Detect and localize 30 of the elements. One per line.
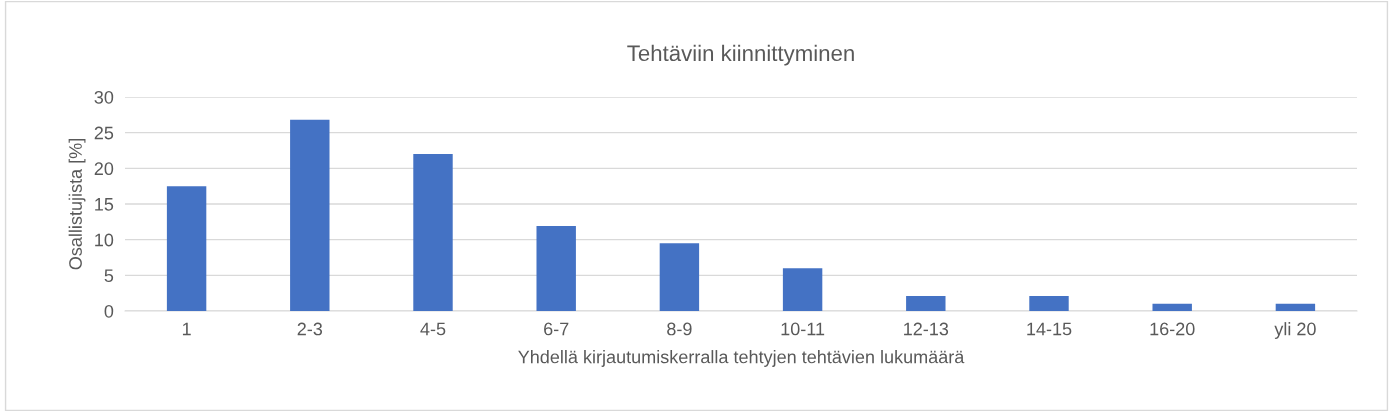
- bar: [1029, 296, 1069, 311]
- y-tick-label: 15: [95, 198, 114, 211]
- bar: [659, 243, 700, 311]
- x-tick-label: 4-5: [420, 322, 446, 336]
- y-tick-label: 10: [95, 233, 114, 247]
- bar: [536, 226, 576, 311]
- x-tick-label: 8-9: [667, 322, 692, 336]
- x-tick-label: 6-7: [544, 322, 569, 336]
- bar: [166, 186, 207, 311]
- y-tick-label: 25: [94, 126, 114, 140]
- x-tick-label: 16-20: [1150, 322, 1195, 336]
- y-tick-label: 5: [104, 269, 114, 283]
- x-tick-label: 2-3: [297, 322, 323, 336]
- x-tick-label: 12-13: [904, 322, 949, 336]
- x-tick-label: 10-11: [781, 322, 825, 336]
- chart-title: Tehtäviin kiinnittyminen: [627, 44, 854, 66]
- y-tick-label: 20: [94, 162, 114, 176]
- bar: [1152, 303, 1192, 311]
- bar: [290, 119, 330, 311]
- x-tick-label: 14-15: [1027, 322, 1072, 336]
- y-axis-title: Osallistujista [%]: [68, 139, 86, 270]
- y-tick-label: 0: [104, 304, 114, 318]
- bar: [782, 268, 823, 311]
- bar: [1275, 303, 1316, 311]
- x-tick-label: 1: [182, 322, 191, 336]
- x-axis-title: Yhdellä kirjautumiskerralla tehtyjen tehtävien lukumäärä: [518, 350, 965, 367]
- y-tick-label: 30: [94, 90, 114, 104]
- bar: [413, 154, 453, 311]
- bar: [906, 296, 946, 311]
- x-tick-label: yli 20: [1274, 322, 1316, 339]
